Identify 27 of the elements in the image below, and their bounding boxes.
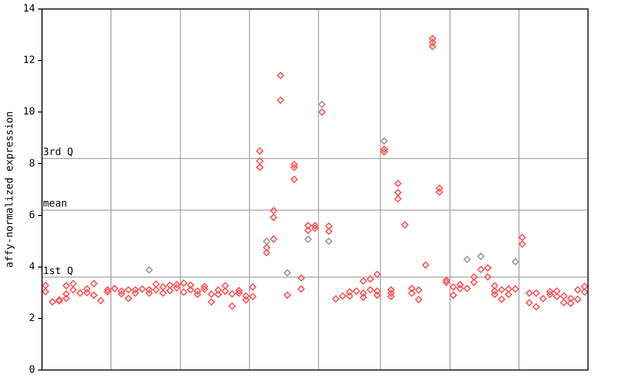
y-tick-label: 14	[22, 4, 36, 15]
ref-line-label: mean	[43, 198, 68, 210]
point	[380, 148, 388, 156]
ref-line-label: 3rd Q	[43, 147, 74, 158]
point	[270, 235, 278, 243]
point	[394, 195, 402, 202]
point	[263, 249, 270, 256]
y-tick-label: 6	[29, 210, 36, 221]
point	[146, 290, 153, 297]
point	[374, 292, 381, 299]
point	[387, 292, 395, 300]
point	[360, 294, 367, 301]
point	[428, 42, 436, 50]
ref-line-label: 1st Q	[43, 266, 74, 277]
y-tick-label: 2	[29, 313, 36, 324]
point	[62, 294, 70, 302]
y-tick-label: 0	[29, 364, 36, 376]
y-axis-title: affy-normalized expression	[4, 111, 16, 268]
y-tick-label: 8	[29, 158, 36, 170]
y-tick-label: 4	[29, 261, 36, 272]
point	[325, 238, 332, 245]
point	[491, 290, 498, 298]
point	[290, 176, 298, 184]
y-tick-label: 10	[22, 106, 36, 118]
point	[256, 164, 264, 171]
y-tick-label: 12	[22, 55, 36, 66]
point	[304, 236, 312, 243]
